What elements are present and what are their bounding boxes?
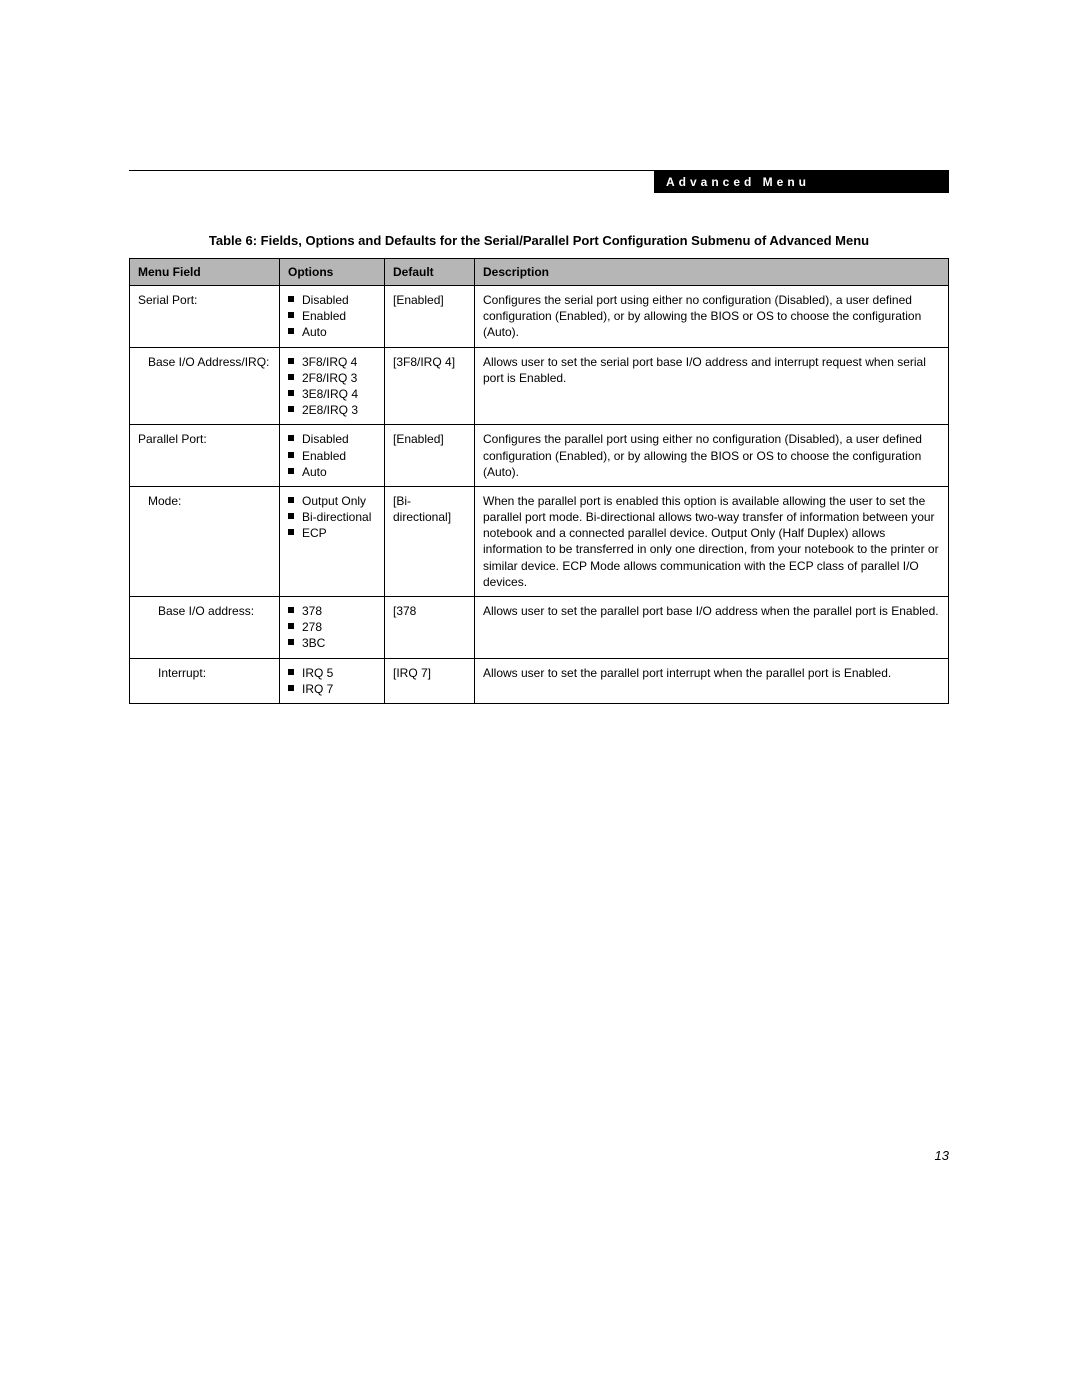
table-row: Base I/O Address/IRQ:3F8/IRQ 42F8/IRQ 33… (130, 347, 949, 425)
option-item: 2F8/IRQ 3 (288, 370, 376, 386)
col-header-default: Default (385, 259, 475, 286)
table-row: Interrupt:IRQ 5IRQ 7[IRQ 7]Allows user t… (130, 658, 949, 703)
option-item: Enabled (288, 448, 376, 464)
section-header: Advanced Menu (654, 171, 949, 193)
cell-default: [3F8/IRQ 4] (385, 347, 475, 425)
cell-default: [378 (385, 597, 475, 659)
cell-description: When the parallel port is enabled this o… (475, 486, 949, 596)
options-list: IRQ 5IRQ 7 (288, 665, 376, 697)
page-number: 13 (935, 1148, 949, 1163)
option-item: Enabled (288, 308, 376, 324)
cell-default: [Bi-directional] (385, 486, 475, 596)
table-row: Mode:Output OnlyBi-directionalECP[Bi-dir… (130, 486, 949, 596)
options-list: Output OnlyBi-directionalECP (288, 493, 376, 542)
option-item: 278 (288, 619, 376, 635)
cell-field: Parallel Port: (130, 425, 280, 487)
col-header-field: Menu Field (130, 259, 280, 286)
cell-options: 3F8/IRQ 42F8/IRQ 33E8/IRQ 42E8/IRQ 3 (280, 347, 385, 425)
table-body: Serial Port:DisabledEnabledAuto[Enabled]… (130, 286, 949, 704)
col-header-description: Description (475, 259, 949, 286)
cell-description: Configures the parallel port using eithe… (475, 425, 949, 487)
option-item: 3F8/IRQ 4 (288, 354, 376, 370)
option-item: IRQ 5 (288, 665, 376, 681)
cell-description: Allows user to set the serial port base … (475, 347, 949, 425)
col-header-options: Options (280, 259, 385, 286)
cell-field: Base I/O Address/IRQ: (130, 347, 280, 425)
cell-field: Interrupt: (130, 658, 280, 703)
option-item: Disabled (288, 292, 376, 308)
table-header-row: Menu Field Options Default Description (130, 259, 949, 286)
options-list: DisabledEnabledAuto (288, 431, 376, 480)
option-item: 2E8/IRQ 3 (288, 402, 376, 418)
cell-options: IRQ 5IRQ 7 (280, 658, 385, 703)
table-caption: Table 6: Fields, Options and Defaults fo… (129, 233, 949, 248)
options-list: 3782783BC (288, 603, 376, 652)
cell-default: [Enabled] (385, 286, 475, 348)
option-item: IRQ 7 (288, 681, 376, 697)
cell-options: DisabledEnabledAuto (280, 286, 385, 348)
cell-field: Mode: (130, 486, 280, 596)
cell-options: Output OnlyBi-directionalECP (280, 486, 385, 596)
option-item: Auto (288, 464, 376, 480)
cell-description: Configures the serial port using either … (475, 286, 949, 348)
option-item: 3E8/IRQ 4 (288, 386, 376, 402)
options-list: DisabledEnabledAuto (288, 292, 376, 341)
header-bar-row: Advanced Menu (129, 171, 949, 193)
cell-description: Allows user to set the parallel port bas… (475, 597, 949, 659)
cell-options: 3782783BC (280, 597, 385, 659)
cell-field: Base I/O address: (130, 597, 280, 659)
option-item: Output Only (288, 493, 376, 509)
cell-default: [Enabled] (385, 425, 475, 487)
cell-options: DisabledEnabledAuto (280, 425, 385, 487)
table-row: Serial Port:DisabledEnabledAuto[Enabled]… (130, 286, 949, 348)
cell-description: Allows user to set the parallel port int… (475, 658, 949, 703)
option-item: Disabled (288, 431, 376, 447)
table-row: Parallel Port:DisabledEnabledAuto[Enable… (130, 425, 949, 487)
option-item: 378 (288, 603, 376, 619)
page-content: Advanced Menu Table 6: Fields, Options a… (129, 170, 949, 704)
options-list: 3F8/IRQ 42F8/IRQ 33E8/IRQ 42E8/IRQ 3 (288, 354, 376, 419)
option-item: 3BC (288, 635, 376, 651)
table-row: Base I/O address:3782783BC[378Allows use… (130, 597, 949, 659)
option-item: ECP (288, 525, 376, 541)
option-item: Bi-directional (288, 509, 376, 525)
option-item: Auto (288, 324, 376, 340)
config-table: Menu Field Options Default Description S… (129, 258, 949, 704)
cell-field: Serial Port: (130, 286, 280, 348)
cell-default: [IRQ 7] (385, 658, 475, 703)
